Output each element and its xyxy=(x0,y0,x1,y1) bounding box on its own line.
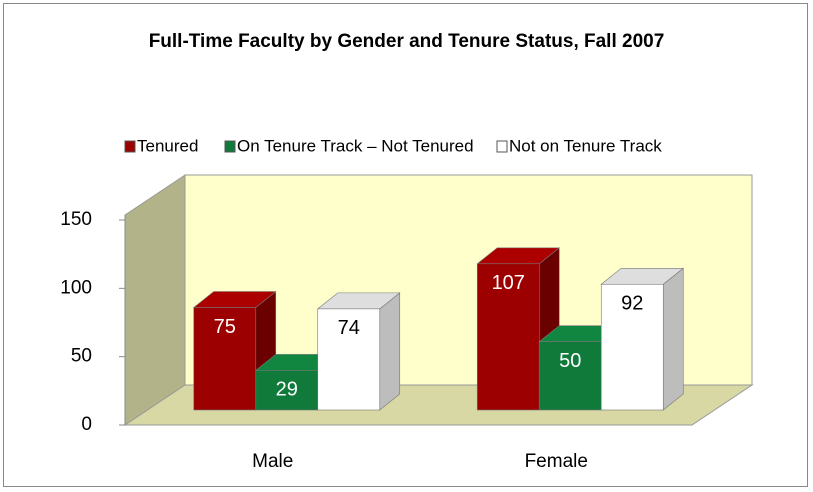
legend-label: Tenured xyxy=(137,136,198,155)
bar-side xyxy=(379,292,401,411)
bar-front xyxy=(317,308,381,411)
value-label: 92 xyxy=(621,293,643,315)
legend-swatch xyxy=(224,140,236,153)
bar-front xyxy=(193,307,257,411)
value-label: 50 xyxy=(559,350,581,372)
side-wall xyxy=(124,174,186,426)
legend-label: On Tenure Track – Not Tenured xyxy=(237,136,474,155)
value-label: 74 xyxy=(338,317,360,339)
value-label: 75 xyxy=(214,316,236,338)
bar-front xyxy=(476,263,540,411)
bar-front xyxy=(255,370,319,411)
y-tick-label: 50 xyxy=(71,346,92,367)
y-tick-label: 100 xyxy=(60,277,92,298)
bar xyxy=(600,267,685,411)
y-tick-label: 150 xyxy=(60,209,92,230)
chart-title: Full-Time Faculty by Gender and Tenure S… xyxy=(148,31,665,52)
x-tick-label: Female xyxy=(525,451,588,472)
y-tick-label: 0 xyxy=(81,414,92,435)
value-label: 29 xyxy=(276,379,298,401)
legend-label: Not on Tenure Track xyxy=(509,136,662,155)
x-tick-label: Male xyxy=(252,451,293,472)
legend-swatch xyxy=(496,140,508,153)
title-box: Full-Time Faculty by Gender and Tenure S… xyxy=(0,30,813,53)
bar-front xyxy=(600,283,664,411)
legend-swatch xyxy=(124,140,136,153)
bar xyxy=(316,292,401,411)
value-label: 107 xyxy=(492,272,525,294)
bar-front xyxy=(538,341,602,411)
bar-side xyxy=(662,267,684,411)
